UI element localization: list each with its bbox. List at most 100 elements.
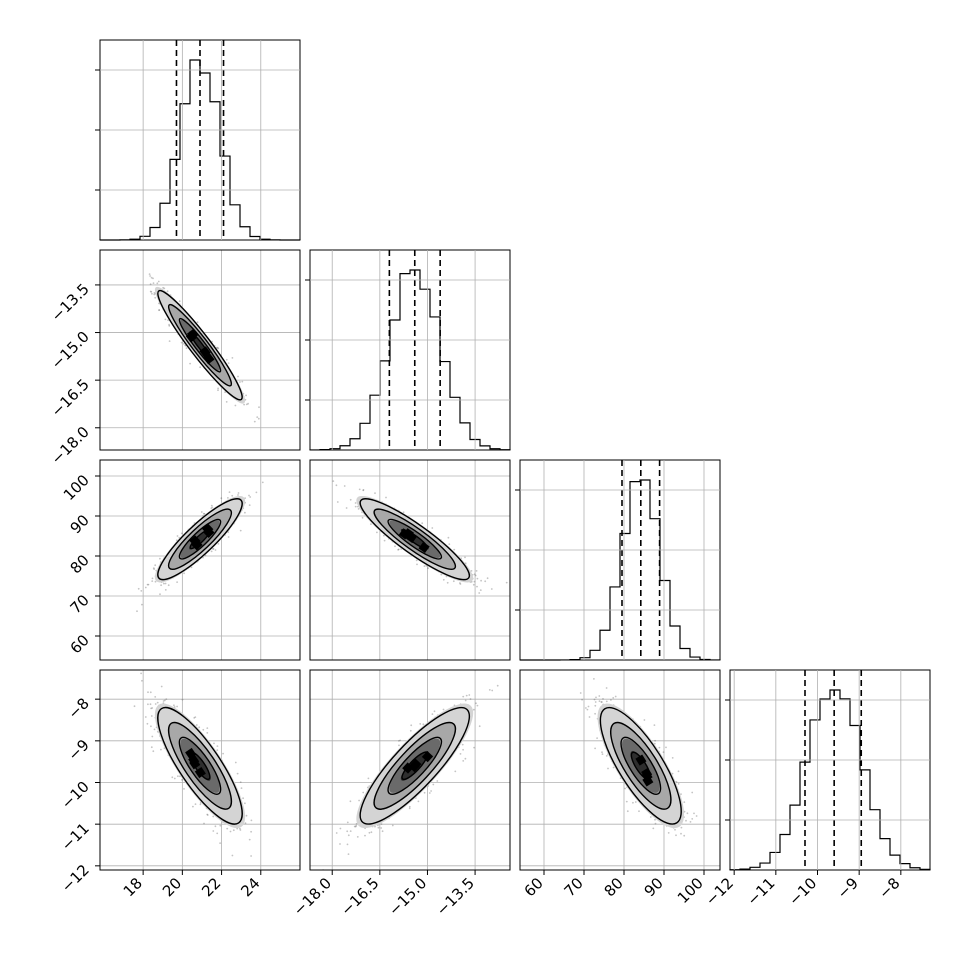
scatter-point — [232, 829, 235, 832]
scatter-point — [397, 548, 400, 551]
scatter-point — [179, 775, 181, 778]
scatter-point — [364, 834, 366, 837]
scatter-point — [162, 700, 165, 702]
scatter-point — [605, 687, 608, 689]
scatter-point — [212, 548, 215, 550]
scatter-point — [474, 574, 477, 577]
scatter-point — [605, 700, 608, 703]
scatter-point — [214, 549, 217, 551]
scatter-point — [176, 535, 179, 537]
scatter-point — [244, 822, 247, 825]
scatter-point — [625, 800, 628, 803]
scatter-point — [239, 781, 242, 783]
scatter-point — [346, 843, 349, 846]
scatter-point — [649, 816, 652, 818]
scatter-point — [459, 753, 462, 755]
scatter-point — [362, 489, 365, 491]
panel-frame — [309, 249, 511, 451]
scatter-point — [480, 579, 482, 582]
scatter-point — [643, 719, 646, 721]
scatter-point — [336, 501, 339, 503]
contour-2 — [167, 721, 233, 810]
scatter-point — [473, 573, 476, 576]
scatter-point — [248, 504, 251, 506]
scatter-point — [202, 512, 205, 515]
panel-frame — [99, 249, 301, 451]
scatter-point — [410, 724, 413, 727]
histogram-step — [729, 689, 931, 871]
scatter-point — [163, 287, 166, 290]
scatter-point — [370, 831, 373, 834]
scatter-point — [153, 728, 156, 731]
scatter-point — [462, 760, 465, 762]
scatter-point — [141, 603, 143, 606]
scatter-point — [652, 827, 655, 830]
x-tick-label: 24 — [237, 874, 263, 900]
scatter-point — [602, 698, 604, 700]
scatter-point — [249, 496, 252, 498]
scatter-point — [227, 497, 229, 499]
scatter-point — [150, 291, 153, 293]
scatter-point — [478, 725, 481, 728]
scatter-point — [677, 783, 680, 785]
x-tick-label: 22 — [198, 874, 224, 900]
x-tick-label: 100 — [674, 874, 707, 907]
contour-3 — [157, 289, 243, 401]
scatter-point — [239, 827, 241, 830]
scatter-point — [383, 534, 385, 537]
panel-frame — [99, 39, 301, 241]
scatter-point — [168, 340, 171, 342]
scatter-point — [614, 695, 617, 698]
scatter-point — [248, 838, 251, 841]
scatter-point — [185, 347, 188, 349]
scatter-point — [261, 481, 264, 484]
scatter-point — [370, 523, 372, 525]
scatter-point — [236, 827, 239, 830]
scatter-point — [248, 494, 250, 497]
scatter-point — [227, 536, 230, 538]
scatter-point — [461, 743, 464, 746]
y-tick-label: 90 — [67, 511, 93, 537]
scatter-point — [257, 417, 260, 420]
scatter-point — [598, 695, 601, 697]
contour-2 — [610, 721, 672, 810]
scatter-point — [227, 362, 230, 364]
scatter-point — [160, 748, 162, 751]
scatter-point — [683, 834, 686, 837]
scatter-point — [366, 786, 369, 789]
scatter-point — [469, 698, 472, 700]
scatter-point — [436, 780, 439, 782]
scatter-point — [146, 722, 149, 725]
scatter-point — [472, 583, 475, 586]
density-peak — [189, 758, 201, 770]
scatter-point — [159, 557, 161, 560]
scatter-point — [250, 855, 253, 857]
scatter-point — [596, 737, 598, 739]
scatter-point — [357, 508, 360, 510]
scatter-point — [258, 406, 260, 409]
scatter-point — [210, 504, 213, 507]
scatter-point — [154, 703, 157, 705]
density-peak — [410, 758, 422, 770]
scatter-point — [164, 589, 167, 591]
scatter-point — [654, 739, 656, 742]
scatter-point — [470, 570, 473, 572]
scatter-point — [149, 691, 152, 694]
scatter-point — [383, 539, 386, 542]
scatter-point — [585, 707, 587, 709]
scatter-point — [423, 565, 426, 567]
scatter-point — [377, 826, 380, 829]
x-tick-label: −9 — [834, 874, 862, 902]
scatter-point — [345, 507, 348, 509]
x-tick-label: −18.0 — [290, 874, 335, 919]
y-tick-label: −15.0 — [48, 328, 93, 373]
histogram-1 — [305, 249, 511, 451]
scatter-point — [181, 779, 183, 781]
scatter-point — [459, 583, 462, 585]
panel-frame — [519, 669, 721, 871]
scatter-point — [662, 751, 665, 753]
scatter-point — [671, 757, 674, 759]
scatter-point — [601, 751, 603, 754]
scatter-point — [183, 343, 185, 345]
scatter-point — [587, 705, 590, 708]
